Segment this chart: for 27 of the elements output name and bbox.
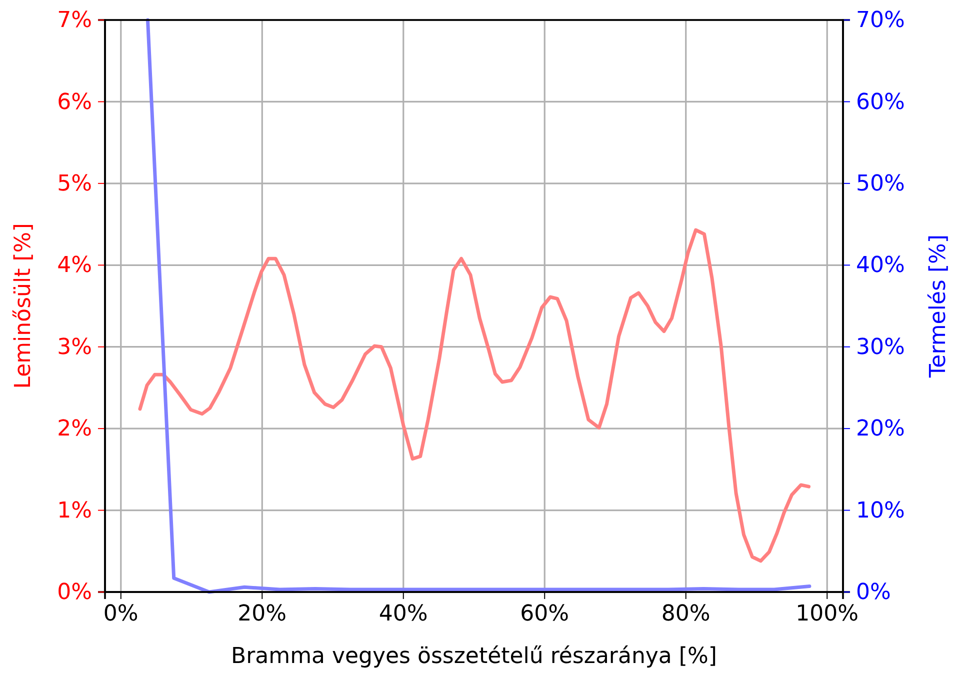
y2-tick-label: 50% <box>856 171 905 196</box>
y-axis-title: Leminősült [%] <box>11 223 36 389</box>
line-series <box>146 18 812 594</box>
y2-tick-label: 0% <box>856 580 891 606</box>
y-tick-label: 7% <box>57 8 92 34</box>
x-tick-label: 20% <box>238 602 287 627</box>
y2-tick-label: 10% <box>856 498 905 524</box>
y-tick-label: 2% <box>57 416 92 442</box>
x-tick-label: 80% <box>661 602 710 627</box>
y2-tick-label: 70% <box>856 8 905 34</box>
y-tick-label: 0% <box>57 580 92 606</box>
x-tick-label: 100% <box>796 602 859 627</box>
y2-axis-title: Termelés [%] <box>926 234 951 379</box>
y-tick-label: 4% <box>57 253 92 278</box>
x-axis-title: Bramma vegyes összetételű részaránya [%] <box>231 644 717 669</box>
x-tick-label: 0% <box>103 602 138 627</box>
y-tick-label: 6% <box>57 90 92 115</box>
y2-tick-label: 40% <box>856 253 905 278</box>
y2-tick-label: 60% <box>856 90 905 115</box>
x-tick-label: 40% <box>378 602 428 627</box>
x-tick-label: 60% <box>520 602 570 627</box>
y2-tick-label: 20% <box>856 416 905 442</box>
line-series <box>138 228 810 563</box>
y-tick-label: 5% <box>57 171 92 196</box>
y-tick-label: 1% <box>57 498 92 524</box>
y2-tick-label: 30% <box>856 334 905 360</box>
y-tick-label: 3% <box>57 334 92 360</box>
